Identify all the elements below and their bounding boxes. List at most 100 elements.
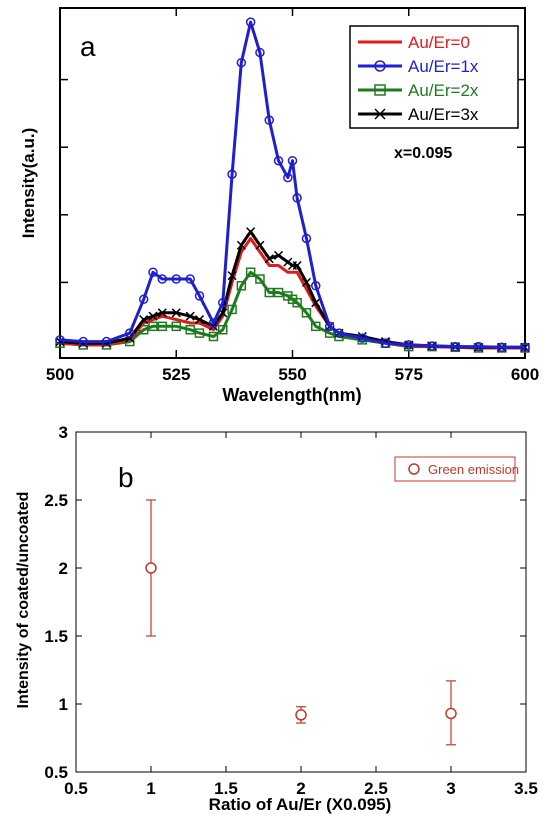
data-point (301, 277, 311, 287)
data-point (273, 155, 284, 166)
panel-a-chart: a x=0.095 500 525 550 575 600 Au/Er=0 Au/Er=1… (19, 7, 539, 405)
data-point (101, 336, 112, 347)
data-point (292, 297, 302, 308)
data-point (218, 324, 228, 335)
data-point (264, 115, 274, 125)
data-point (236, 240, 246, 250)
panel-a-y-axis-label: Intensity(a.u.) (19, 128, 38, 239)
data-point (194, 328, 205, 338)
panel-a-legend: Au/Er=0 Au/Er=1x Au/Er=2x Au/Er=3x (349, 25, 519, 129)
panel-b-y-axis-label: Intensity of coated/uncoated (15, 492, 32, 709)
panel-b-chart: b 0.5 1 1.5 2 2.5 3 3.5 0.5 1 1.5 2 2.5 3 Green emis… (15, 423, 538, 814)
legend-marker (374, 108, 386, 120)
data-point (194, 315, 205, 325)
data-point (255, 274, 265, 284)
panel-b-legend-box (394, 456, 516, 482)
data-point (236, 281, 247, 291)
panel-b-series (145, 499, 457, 746)
data-point (171, 321, 181, 332)
data-point (218, 297, 228, 308)
data-point (404, 340, 414, 350)
data-point (139, 315, 149, 325)
series-green-emission (145, 499, 457, 746)
panel-a-series (55, 17, 530, 353)
data-point (171, 274, 181, 284)
data-point (324, 328, 335, 338)
legend-label: Au/Er=0 (408, 33, 470, 52)
panel-b-x-tick-label: 3.5 (514, 779, 538, 798)
panel-b-y-tick-label: 3 (59, 423, 68, 442)
data-point (292, 193, 302, 203)
panel-a-x-tick-label: 575 (395, 365, 423, 384)
data-point (295, 709, 307, 721)
legend-label: Au/Er=2x (408, 81, 479, 100)
data-point (287, 155, 298, 166)
legend-entry-au-er-0: Au/Er=0 (358, 33, 470, 52)
panel-a-label: a (80, 31, 96, 62)
panel-b-x-tick-label: 3 (446, 779, 455, 798)
data-point (473, 341, 484, 352)
panel-b-x-tick-label: 2 (296, 779, 305, 798)
data-point (185, 311, 195, 321)
panel-a-x-tick-label: 550 (278, 365, 306, 384)
data-point (157, 321, 168, 332)
legend-marker (408, 463, 420, 475)
data-point (357, 333, 367, 343)
data-point (157, 308, 167, 318)
data-point (520, 342, 530, 353)
data-point (148, 311, 158, 321)
legend-marker (374, 60, 386, 72)
data-point (311, 281, 321, 291)
data-point (292, 260, 302, 271)
data-point (157, 274, 168, 284)
data-point (246, 227, 256, 237)
data-point (311, 298, 321, 308)
legend-entry-au-er-1x: Au/Er=1x (358, 57, 479, 76)
panel-b-y-tick-label: 1.5 (44, 627, 68, 646)
panel-b-y-tick-label: 0.5 (44, 763, 68, 782)
data-point (138, 294, 149, 305)
data-point (55, 335, 65, 345)
data-point (148, 321, 158, 332)
data-point (427, 341, 437, 351)
data-point (264, 254, 274, 264)
data-point (148, 267, 158, 278)
panel-b-legend: Green emission (394, 456, 519, 482)
data-point (274, 250, 284, 260)
data-point (255, 240, 265, 250)
data-point (301, 233, 312, 244)
data-point (78, 336, 88, 347)
data-point (245, 267, 256, 278)
data-point (255, 47, 265, 58)
panel-b-x-tick-label: 1.5 (214, 779, 238, 798)
legend-entry-au-er-2x: Au/Er=2x (358, 81, 479, 100)
data-point (450, 341, 460, 352)
legend-label: Au/Er=1x (408, 57, 479, 76)
legend-entry-au-er-3x: Au/Er=3x (358, 105, 479, 124)
data-point (311, 321, 321, 332)
series-au-er-1x (55, 17, 530, 353)
data-point (227, 271, 237, 281)
data-point (227, 304, 237, 315)
data-point (145, 562, 157, 574)
panel-b-y-tick-label: 2.5 (44, 491, 68, 510)
panel-a-x-ticks: 500 525 550 575 600 (46, 8, 539, 384)
data-point (445, 707, 457, 720)
data-point (283, 257, 293, 267)
data-point (185, 274, 195, 284)
data-point (194, 291, 205, 301)
panel-a-x-tick-label: 600 (511, 365, 539, 384)
data-point (171, 308, 181, 318)
data-point (301, 308, 312, 318)
data-point (264, 287, 274, 298)
data-point (185, 324, 195, 335)
panel-b-x-axis-label: Ratio of Au/Er (X0.095) (209, 795, 392, 814)
panel-a-x-tick-label: 525 (162, 365, 190, 384)
data-point (283, 172, 293, 183)
data-point (227, 169, 237, 179)
data-point (380, 338, 391, 348)
panel-b-x-tick-label: 2.5 (364, 779, 388, 798)
panel-a-x-tick-label: 500 (46, 365, 74, 384)
panel-a-x-axis-label: Wavelength(nm) (222, 385, 361, 405)
